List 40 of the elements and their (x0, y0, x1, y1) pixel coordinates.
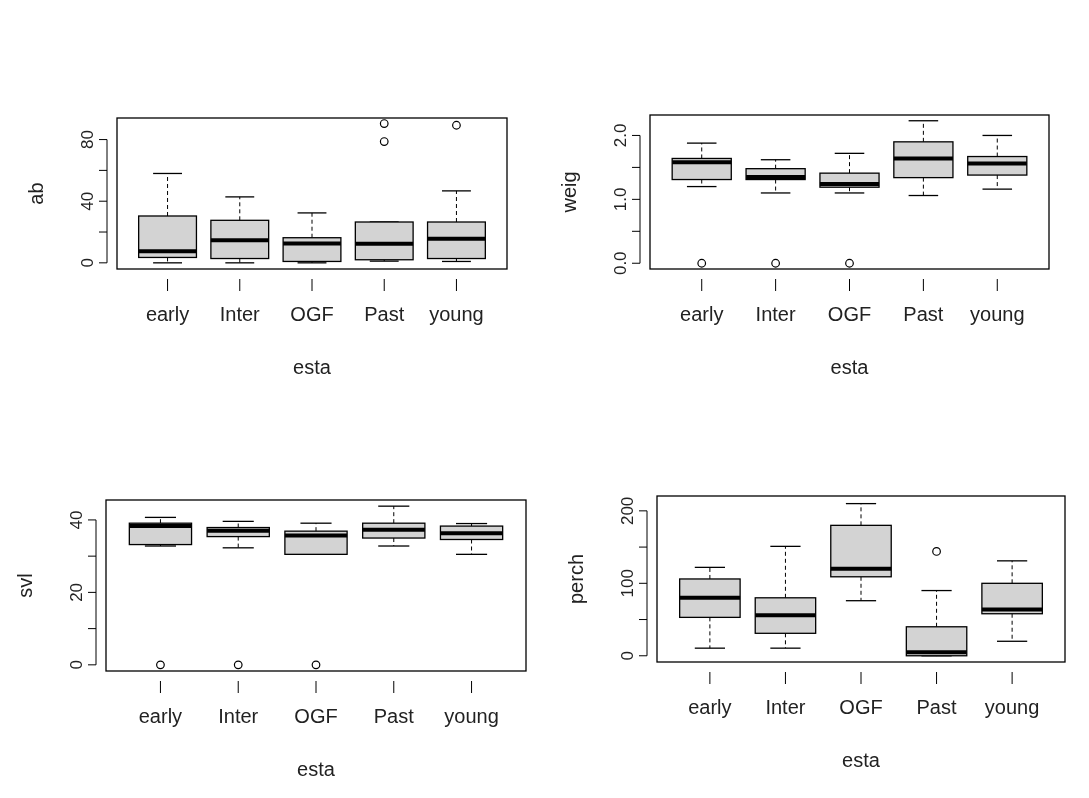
x-tick-label: young (984, 696, 1040, 718)
y-axis-title: ab (25, 182, 47, 205)
x-tick-label: Past (364, 303, 405, 325)
x-axis-title: esta (842, 749, 881, 771)
x-tick-label: early (680, 303, 724, 325)
x-tick-label: early (145, 303, 190, 325)
x-tick-label: Past (916, 696, 957, 718)
y-tick-label: 20 (67, 582, 86, 602)
x-tick-label: young (970, 303, 1025, 325)
y-tick-label: 40 (67, 510, 86, 530)
x-tick-label: Inter (219, 303, 261, 325)
y-axis-title: svl (14, 573, 36, 598)
y-tick-label: 100 (618, 569, 637, 598)
y-tick-label: 0 (78, 258, 97, 268)
x-tick-label: OGF (294, 705, 338, 727)
x-tick-label: Inter (765, 696, 806, 718)
y-axis-title: weig (558, 171, 580, 214)
x-tick-label: early (138, 705, 183, 727)
y-axis-title: perch (565, 553, 587, 605)
y-tick-label: 2.0 (611, 123, 630, 148)
x-tick-label: Past (373, 705, 415, 727)
y-tick-label: 0 (618, 651, 637, 661)
y-tick-label: 0 (67, 660, 86, 670)
x-tick-label: Inter (755, 303, 796, 325)
x-tick-label: Inter (218, 705, 259, 727)
y-tick-label: 1.0 (611, 187, 630, 212)
x-tick-label: OGF (290, 303, 334, 325)
x-axis-title: esta (297, 758, 336, 780)
x-axis-title: esta (830, 356, 870, 378)
x-tick-label: Past (903, 303, 944, 325)
y-tick-label: 200 (618, 496, 637, 526)
x-tick-label: OGF (839, 696, 883, 718)
y-tick-label: 40 (78, 191, 97, 211)
y-tick-label: 0.0 (611, 251, 630, 276)
x-tick-label: young (444, 705, 499, 727)
x-axis-title: esta (293, 356, 332, 378)
x-tick-label: OGF (827, 303, 872, 325)
x-tick-label: young (429, 303, 484, 325)
y-tick-label: 80 (78, 130, 97, 150)
x-tick-label: early (688, 696, 732, 718)
